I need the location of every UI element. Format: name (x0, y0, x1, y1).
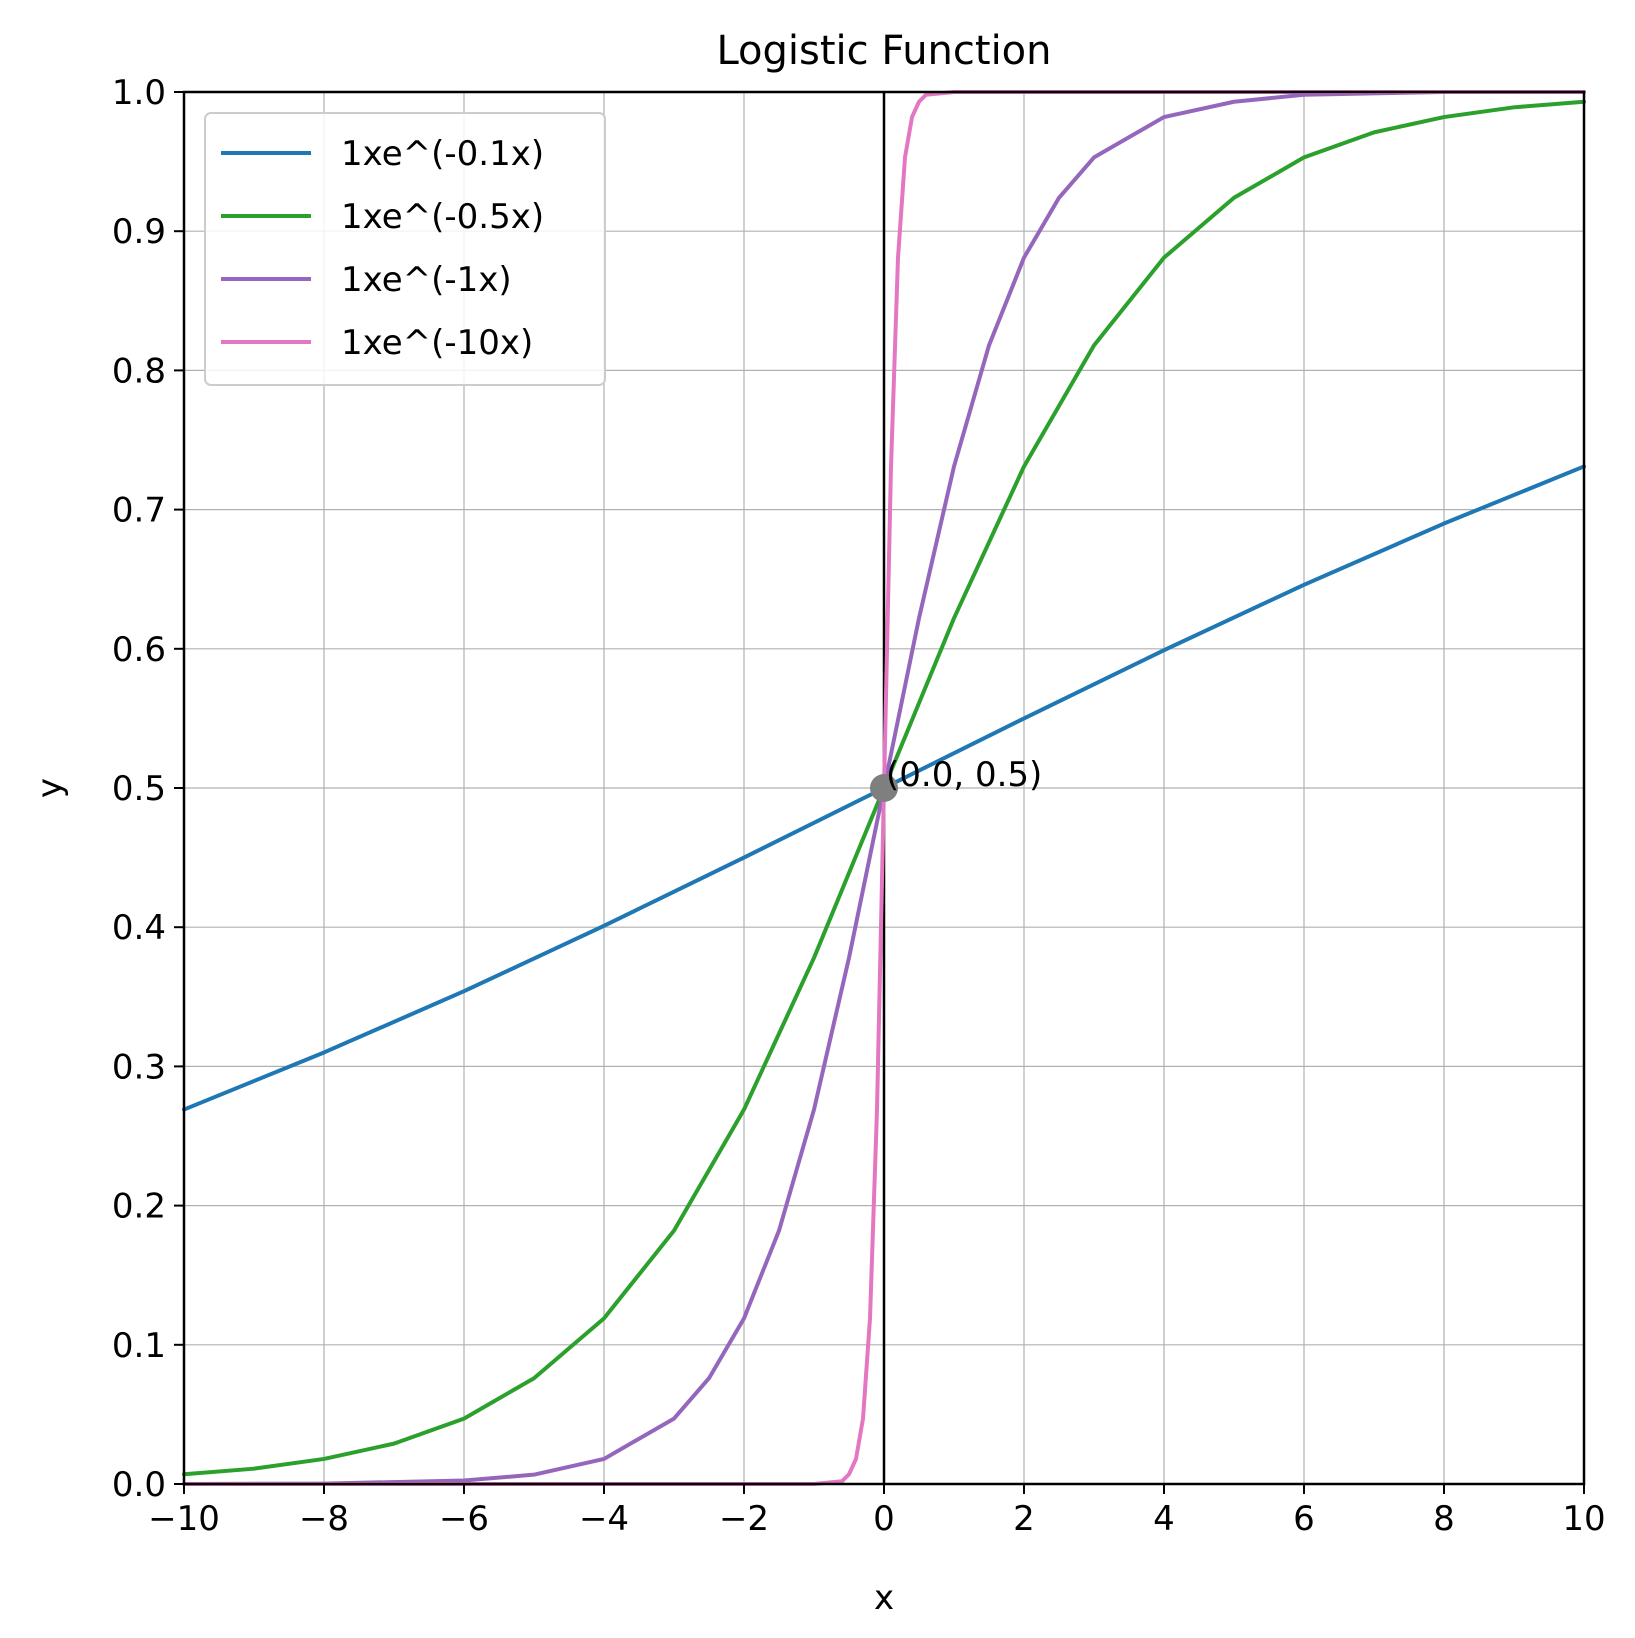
y-axis-label: y (30, 778, 70, 798)
y-axis-ticks: 0.0 0.1 0.2 0.3 0.4 0.5 0.6 0.7 0.8 0.9 1.0 (112, 73, 184, 1505)
annotation-label: (0.0, 0.5) (886, 755, 1042, 795)
x-tick-label: 4 (1153, 1499, 1175, 1539)
x-tick-label: 10 (1562, 1499, 1605, 1539)
x-tick-label: −6 (439, 1499, 489, 1539)
legend-label: 1xe^(-0.5x) (341, 197, 544, 237)
x-tick-label: 0 (873, 1499, 895, 1539)
legend-label: 1xe^(-10x) (341, 323, 533, 363)
annotation-marker (870, 774, 898, 802)
y-tick-label: 0.5 (112, 769, 166, 809)
y-tick-label: 0.6 (112, 630, 166, 670)
legend-box (204, 112, 606, 386)
x-tick-label: −8 (299, 1499, 349, 1539)
x-axis-ticks: −10 −8 −6 −4 −2 0 2 4 6 8 10 (148, 1484, 1606, 1539)
y-tick-label: 0.3 (112, 1047, 166, 1087)
y-tick-label: 1.0 (112, 73, 166, 113)
y-tick-label: 0.1 (112, 1326, 166, 1366)
y-tick-label: 0.8 (112, 351, 166, 391)
y-tick-label: 0.9 (112, 212, 166, 252)
y-tick-label: 0.4 (112, 908, 166, 948)
x-tick-label: 8 (1433, 1499, 1455, 1539)
annotations: (0.0, 0.5) (870, 755, 1042, 802)
y-tick-label: 0.0 (112, 1465, 166, 1505)
legend-label: 1xe^(-0.1x) (341, 134, 544, 174)
chart-title: Logistic Function (716, 28, 1051, 74)
x-tick-label: −2 (719, 1499, 769, 1539)
x-tick-label: −10 (148, 1499, 220, 1539)
x-tick-label: −4 (579, 1499, 629, 1539)
y-tick-label: 0.2 (112, 1187, 166, 1227)
x-axis-label: x (874, 1578, 894, 1618)
legend-label: 1xe^(-1x) (341, 260, 512, 300)
legend: 1xe^(-0.1x) 1xe^(-0.5x) 1xe^(-1x) 1xe^(-10x… (204, 112, 606, 386)
x-tick-label: 6 (1293, 1499, 1315, 1539)
y-tick-label: 0.7 (112, 491, 166, 531)
x-tick-label: 2 (1013, 1499, 1035, 1539)
